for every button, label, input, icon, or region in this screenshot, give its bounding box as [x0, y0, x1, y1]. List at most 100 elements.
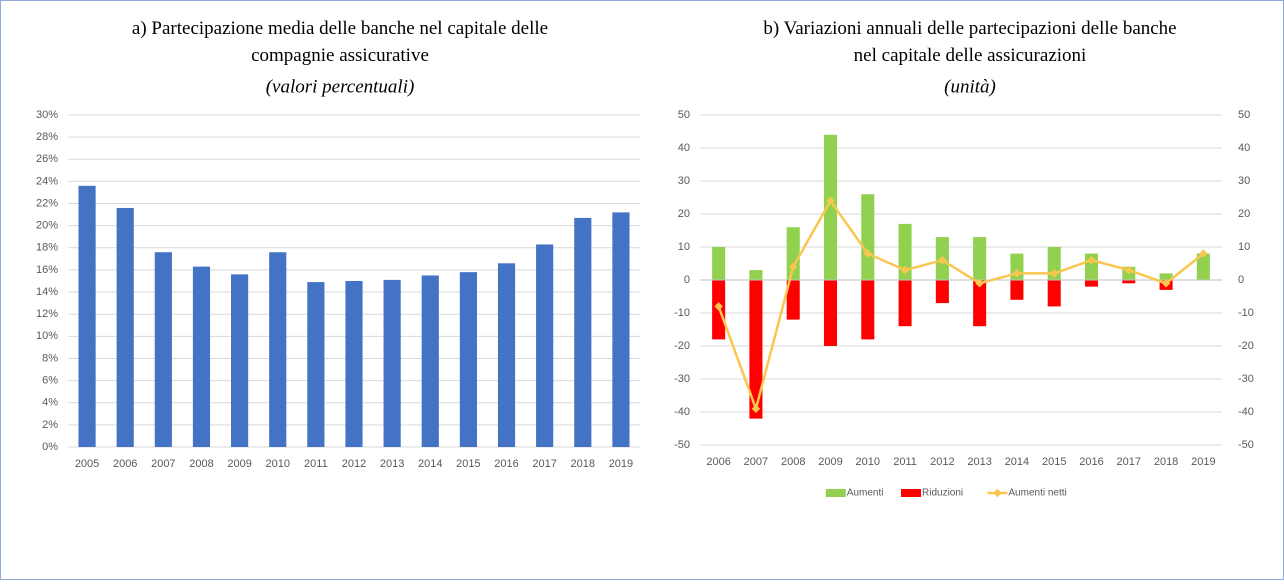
x-tick-label: 2016 — [1079, 456, 1103, 468]
x-tick-label: 2005 — [75, 458, 99, 470]
marker — [975, 279, 984, 288]
x-tick-label: 2019 — [1191, 456, 1215, 468]
legend-label: Aumenti netti — [1008, 488, 1066, 499]
y-tick-label: 10 — [678, 241, 690, 253]
bar — [823, 134, 838, 280]
y2-tick-label: 10 — [1238, 241, 1250, 253]
y2-tick-label: -20 — [1238, 340, 1254, 352]
bar — [269, 252, 287, 447]
y-tick-label: -30 — [674, 373, 690, 385]
marker — [1012, 269, 1022, 278]
x-tick-label: 2018 — [571, 458, 595, 470]
y-tick-label: 0% — [42, 441, 58, 453]
bar — [786, 280, 800, 320]
y-tick-label: 30% — [36, 109, 58, 121]
bar — [1122, 280, 1136, 284]
x-tick-label: 2012 — [342, 458, 366, 470]
x-tick-label: 2015 — [456, 458, 480, 470]
y2-tick-label: 50 — [1238, 109, 1250, 121]
legend-label: Aumenti — [847, 488, 884, 499]
x-tick-label: 2014 — [1005, 456, 1029, 468]
y2-tick-label: 0 — [1238, 274, 1244, 286]
x-tick-label: 2011 — [304, 458, 328, 470]
bar — [898, 280, 912, 327]
legend-swatch — [825, 489, 846, 497]
x-tick-label: 2017 — [1117, 456, 1141, 468]
marker — [938, 255, 947, 265]
x-tick-label: 2018 — [1154, 456, 1178, 468]
chart-subtitle: (unità) — [944, 76, 996, 97]
bar — [1159, 273, 1173, 280]
y-tick-label: 0 — [684, 274, 690, 286]
y-tick-label: 22% — [36, 197, 58, 209]
y-tick-label: 2% — [42, 419, 58, 431]
x-tick-label: 2013 — [967, 456, 991, 468]
chart-title: a) Partecipazione media delle banche nel… — [132, 18, 548, 66]
y-tick-label: 20% — [36, 220, 58, 232]
bar — [536, 244, 554, 447]
y-tick-label: 50 — [678, 109, 690, 121]
y-tick-label: -40 — [674, 406, 690, 418]
bar — [78, 185, 96, 447]
bar — [786, 227, 800, 280]
x-tick-label: 2017 — [532, 458, 556, 470]
x-tick-label: 2019 — [609, 458, 633, 470]
legend-label: Riduzioni — [922, 488, 963, 499]
x-tick-label: 2010 — [265, 458, 289, 470]
x-tick-label: 2011 — [893, 456, 917, 468]
y-tick-label: 12% — [36, 308, 58, 320]
y2-tick-label: -40 — [1238, 406, 1254, 418]
y2-tick-label: -30 — [1238, 373, 1254, 385]
x-tick-label: 2008 — [781, 456, 805, 468]
x-tick-label: 2007 — [151, 458, 175, 470]
y-tick-label: 26% — [36, 153, 58, 165]
bar — [307, 282, 325, 447]
x-tick-label: 2014 — [418, 458, 442, 470]
marker — [1049, 269, 1059, 278]
bar — [1010, 280, 1024, 300]
x-tick-label: 2013 — [380, 458, 404, 470]
bar — [383, 279, 401, 447]
marker — [788, 262, 798, 272]
y-tick-label: 14% — [36, 286, 58, 298]
y-tick-label: 40 — [678, 142, 690, 154]
y-tick-label: 4% — [42, 397, 58, 409]
y-tick-label: 18% — [36, 242, 58, 254]
y-tick-label: 28% — [36, 131, 58, 143]
y2-tick-label: 20 — [1238, 208, 1250, 220]
y-tick-label: -20 — [674, 340, 690, 352]
y-tick-label: 10% — [36, 330, 58, 342]
bar — [116, 207, 134, 447]
legend-swatch — [901, 489, 921, 497]
marker — [1161, 279, 1171, 288]
x-tick-label: 2006 — [706, 456, 730, 468]
x-tick-label: 2016 — [494, 458, 518, 470]
bar — [1084, 280, 1099, 287]
bar — [192, 266, 211, 447]
x-tick-label: 2006 — [113, 458, 137, 470]
y-tick-label: 20 — [678, 208, 690, 220]
bar — [421, 275, 439, 447]
bar — [1047, 280, 1061, 307]
bar — [497, 263, 516, 447]
bar — [861, 280, 875, 340]
bar — [898, 223, 912, 280]
bar — [574, 217, 592, 447]
y-tick-label: -50 — [674, 439, 690, 451]
x-tick-label: 2015 — [1042, 456, 1066, 468]
bar — [749, 270, 763, 280]
y-tick-label: 24% — [36, 175, 58, 187]
x-tick-label: 2008 — [189, 458, 213, 470]
bar — [231, 274, 249, 447]
line — [717, 198, 1205, 413]
y-tick-label: -10 — [674, 307, 690, 319]
bar — [749, 280, 763, 419]
bar — [345, 281, 363, 447]
bar — [823, 280, 838, 346]
bar — [973, 237, 987, 280]
chart-title: b) Variazioni annuali delle partecipazio… — [763, 18, 1176, 66]
bar — [1196, 253, 1210, 280]
y-tick-label: 8% — [42, 352, 58, 364]
